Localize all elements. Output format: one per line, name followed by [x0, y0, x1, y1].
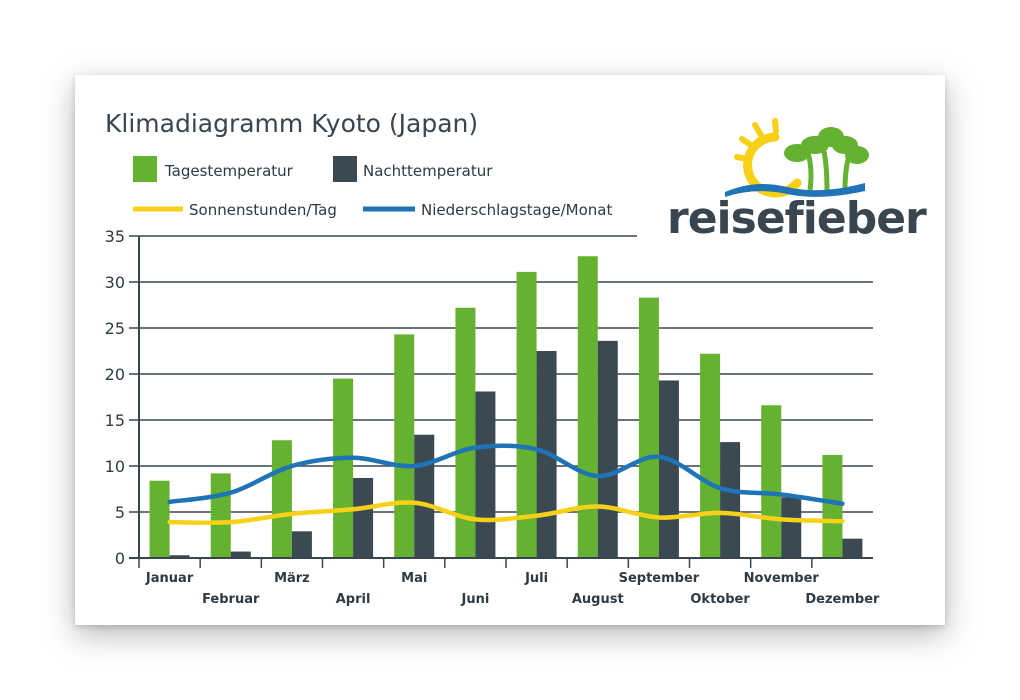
chart-card: Klimadiagramm Kyoto (Japan) Tagestempera…: [75, 75, 945, 625]
y-tick-label: 35: [105, 227, 125, 246]
legend-swatch-nachttemperatur: [333, 156, 357, 182]
x-tick-label: September: [619, 571, 700, 586]
bar-nachttemperatur: [658, 380, 679, 558]
y-tick-label: 30: [105, 273, 125, 292]
bar-tagestemperatur: [516, 271, 537, 558]
legend-label-sonnenstunden: Sonnenstunden/Tag: [189, 201, 337, 219]
y-tick-label: 5: [115, 503, 125, 522]
bar-tagestemperatur: [822, 454, 843, 558]
bar-nachttemperatur: [842, 538, 863, 558]
grid: [129, 235, 873, 513]
x-tick-label: Mai: [401, 571, 427, 586]
chart-title: Klimadiagramm Kyoto (Japan): [105, 109, 478, 138]
wave-icon: [725, 183, 865, 197]
reisefieber-logo: reisefieber: [667, 118, 928, 244]
bar-nachttemperatur: [720, 442, 741, 558]
x-tick-label: März: [274, 571, 310, 586]
bar-tagestemperatur: [394, 334, 415, 558]
x-tick-label: Dezember: [805, 592, 880, 607]
legend-item-tagestemperatur: Tagestemperatur: [133, 156, 294, 182]
bar-nachttemperatur: [414, 434, 435, 558]
palm-tree-icon: [784, 127, 869, 191]
axes: 0 5 10 15 20 25 30 35 Januar Februar März April Mai J…: [105, 227, 880, 607]
bar-nachttemperatur: [169, 555, 190, 558]
bar-nachttemperatur: [353, 477, 374, 558]
y-tick-label: 15: [105, 411, 125, 430]
y-tick-label: 20: [105, 365, 125, 384]
legend-label-nachttemperatur: Nachttemperatur: [363, 162, 493, 180]
legend-item-sonnenstunden: Sonnenstunden/Tag: [133, 201, 337, 219]
bar-nachttemperatur: [230, 551, 251, 558]
bar-tagestemperatur: [210, 473, 231, 558]
y-tick-label: 25: [105, 319, 125, 338]
x-tick-label: Januar: [145, 571, 194, 586]
bar-tagestemperatur: [455, 307, 476, 558]
line-niederschlagstage-monat: [167, 443, 845, 506]
x-tick-label: November: [744, 571, 820, 586]
bar-nachttemperatur: [597, 340, 618, 558]
bar-tagestemperatur: [700, 353, 721, 558]
x-tick-label: Februar: [202, 592, 260, 607]
x-tick-label: Oktober: [690, 592, 750, 607]
line-sonnenstunden-tag: [167, 500, 845, 525]
bar-nachttemperatur: [781, 497, 802, 558]
x-tick-label: Juli: [524, 571, 548, 586]
legend-item-niederschlagstage: Niederschlagstage/Monat: [363, 201, 612, 219]
legend-label-tagestemperatur: Tagestemperatur: [164, 162, 294, 180]
bar-nachttemperatur: [291, 531, 312, 558]
legend-label-niederschlagstage: Niederschlagstage/Monat: [421, 201, 612, 219]
bar-tagestemperatur: [271, 440, 292, 558]
x-tick-label: August: [572, 592, 624, 607]
bar-tagestemperatur: [333, 378, 354, 558]
climate-chart: Klimadiagramm Kyoto (Japan) Tagestempera…: [105, 109, 928, 607]
y-tick-label: 10: [105, 457, 125, 476]
legend-swatch-tagestemperatur: [133, 156, 157, 182]
legend-item-nachttemperatur: Nachttemperatur: [333, 156, 493, 182]
x-tick-label: Juni: [461, 592, 490, 607]
bar-tagestemperatur: [149, 480, 170, 558]
bar-tagestemperatur: [638, 297, 659, 558]
x-tick-label: April: [336, 592, 371, 607]
legend: Tagestemperatur Nachttemperatur Sonnenst…: [133, 156, 612, 219]
lines: [167, 443, 845, 525]
logo-text: reisefieber: [667, 193, 927, 244]
bar-tagestemperatur: [761, 405, 782, 558]
bar-tagestemperatur: [577, 256, 598, 558]
y-tick-label: 0: [115, 549, 125, 568]
bar-nachttemperatur: [475, 391, 496, 558]
